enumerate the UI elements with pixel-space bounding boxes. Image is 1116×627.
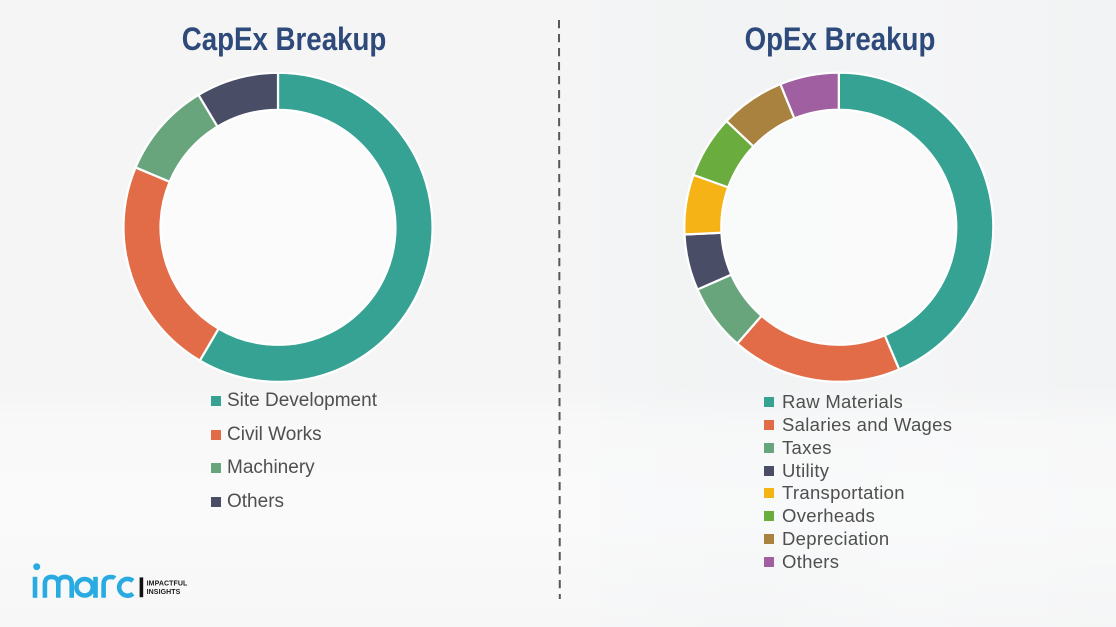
svg-text:INSIGHTS: INSIGHTS — [147, 589, 181, 596]
svg-text:IMPACTFUL: IMPACTFUL — [147, 581, 188, 588]
